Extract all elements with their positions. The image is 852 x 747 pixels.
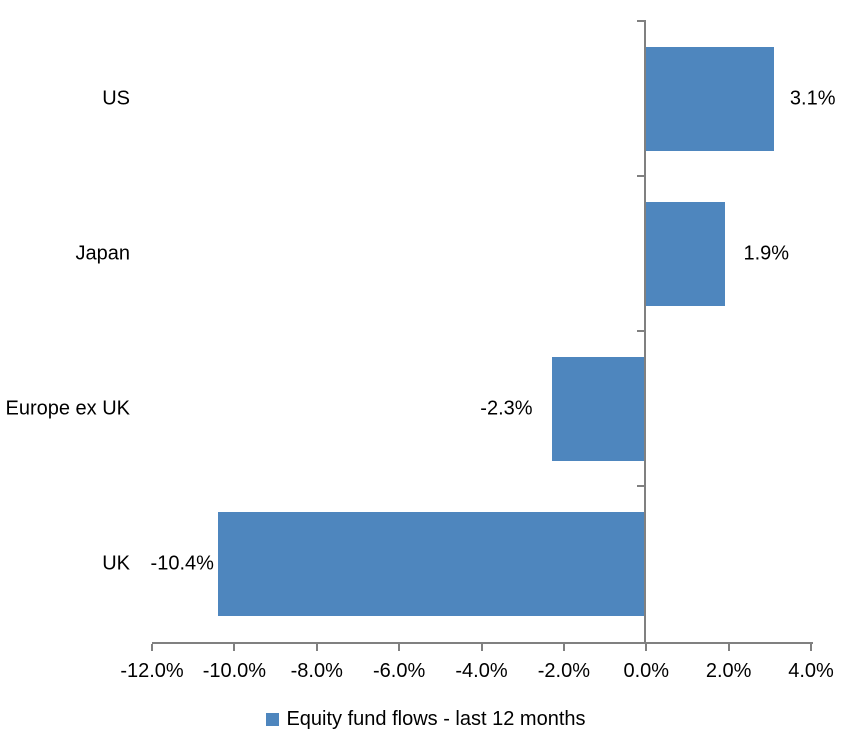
value-axis-tick (398, 644, 401, 651)
x-tick-label: -2.0% (537, 660, 590, 682)
category-label-europe-ex-uk: Europe ex UK (5, 397, 130, 419)
x-tick-label: -4.0% (455, 660, 508, 682)
x-tick-label: 2.0% (705, 660, 752, 682)
bar-value-label-us: 3.1% (789, 87, 836, 109)
category-axis-tick (637, 485, 645, 487)
bar-europe-ex-uk (551, 357, 647, 461)
bar-japan (646, 202, 725, 306)
value-axis-tick (315, 644, 318, 651)
value-axis-tick (151, 644, 153, 651)
value-axis-tick (480, 644, 483, 651)
x-tick-label: -6.0% (373, 660, 426, 682)
bar-us (646, 47, 774, 151)
value-axis-tick (727, 644, 730, 651)
x-tick-label: -10.0% (202, 660, 267, 682)
legend: Equity fund flows - last 12 months (0, 708, 852, 731)
x-tick-label: -12.0% (120, 660, 184, 682)
category-axis-tick (637, 330, 645, 332)
x-tick-label: -8.0% (290, 660, 343, 682)
category-axis-tick (637, 20, 645, 22)
x-tick-label: 4.0% (788, 660, 834, 682)
category-label-us: US (102, 87, 130, 109)
legend-swatch-icon (266, 713, 280, 726)
bar-uk (217, 512, 647, 616)
legend-label: Equity fund flows - last 12 months (286, 708, 586, 730)
x-tick-label: 0.0% (623, 660, 670, 682)
category-label-japan: Japan (75, 242, 131, 264)
category-label-uk: UK (102, 552, 130, 574)
bar-value-label-europe-ex-uk: -2.3% (480, 397, 533, 419)
bar-value-label-uk: -10.4% (150, 552, 214, 574)
value-axis-tick (233, 644, 236, 651)
value-axis-tick (645, 644, 648, 651)
category-axis-tick (637, 175, 645, 177)
bar-value-label-japan: 1.9% (743, 242, 790, 264)
value-axis-tick (562, 644, 565, 651)
value-axis-tick (810, 644, 812, 651)
category-axis-line (644, 20, 647, 644)
value-axis-line (152, 642, 813, 644)
